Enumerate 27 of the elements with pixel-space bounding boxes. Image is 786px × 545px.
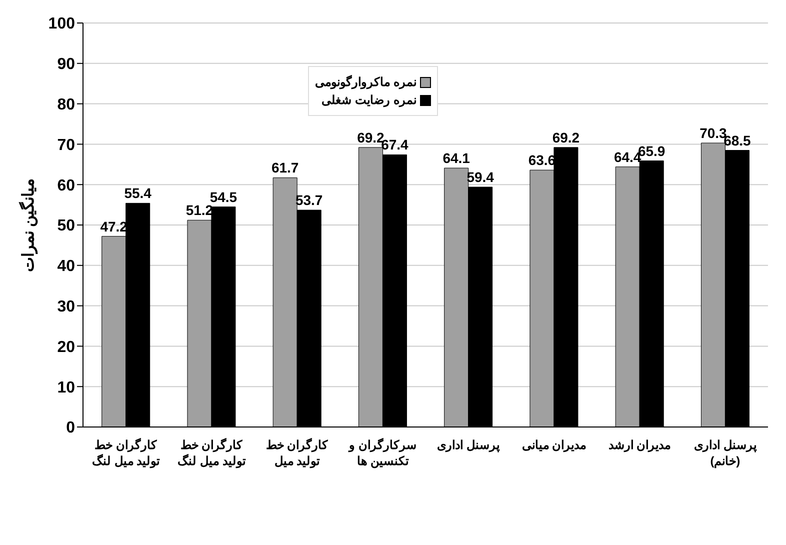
y-tick-label: 80 [57, 96, 76, 114]
x-tick-label: کارگران خط تولید میل [266, 437, 328, 469]
data-label: 61.7 [271, 160, 299, 176]
legend-label: نمره رضایت شغلی [322, 93, 416, 107]
x-tick-label: کارگران خط تولید میل لنگ [178, 437, 246, 469]
y-tick-label: 100 [48, 16, 76, 33]
y-axis-title: میانگین نمرات [18, 178, 39, 272]
x-tick-label: کارگران خط تولید میل لنگ [92, 437, 161, 469]
y-tick-label: 70 [57, 136, 76, 154]
data-label: 69.2 [552, 129, 580, 146]
y-tick-label: 90 [57, 56, 76, 74]
x-tick-label: پرسنل اداری (خانم) [694, 438, 758, 469]
data-label: 55.4 [124, 185, 152, 202]
data-label: 64.1 [442, 150, 470, 166]
y-tick-label: 50 [57, 218, 76, 235]
y-tick-label: 60 [57, 177, 76, 194]
y-tick-label: 20 [57, 338, 76, 356]
y-tick-label: 10 [57, 379, 76, 396]
data-label: 54.5 [210, 188, 238, 205]
legend-label: نمره ماکروارگونومی [315, 75, 416, 89]
x-tick-label: مدیران میانی [522, 438, 586, 453]
x-tick-label: پرسنل اداری [437, 438, 500, 453]
y-tick-label: 0 [66, 420, 76, 437]
x-tick-label: مدیران ارشد [608, 438, 671, 453]
y-tick-label: 40 [57, 258, 76, 276]
x-tick-label: سرکارگران و تکنسین ها [348, 437, 416, 469]
y-tick-label: 30 [57, 298, 76, 316]
